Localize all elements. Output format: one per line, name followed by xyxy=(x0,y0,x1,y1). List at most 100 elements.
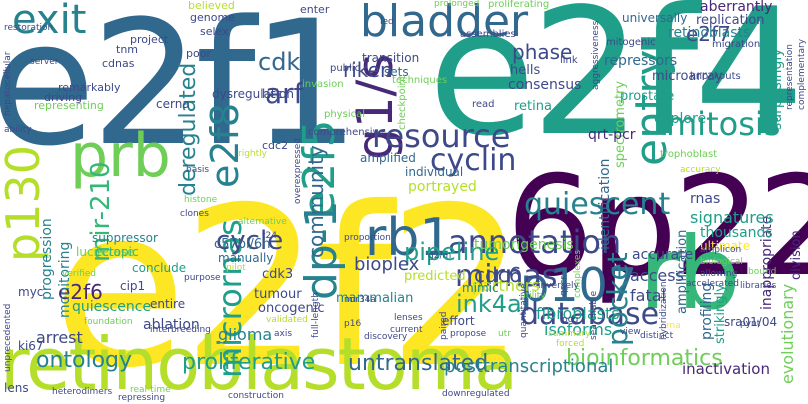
word-searchable: searchable xyxy=(590,291,599,340)
word-cerna: cerna xyxy=(156,98,190,110)
word-basis: basis xyxy=(186,166,209,175)
word-surprisingly: surprisingly xyxy=(770,48,784,130)
word-identification: identification xyxy=(598,158,612,250)
word-physical: physical xyxy=(324,110,365,120)
word-led: led xyxy=(380,18,394,27)
word-ontology: ontology xyxy=(36,350,132,372)
word-evolutionary: evolutionary xyxy=(780,284,796,384)
word-propose: propose xyxy=(450,330,486,339)
word-aggressiveness: aggressiveness xyxy=(592,21,601,90)
word-g2m: g2/m xyxy=(428,252,451,261)
word-t24: t24 xyxy=(262,232,277,241)
word-construction: construction xyxy=(228,392,284,401)
word-qrt-pcr: qrt-pcr xyxy=(588,128,636,142)
word-rightly: rightly xyxy=(238,150,267,159)
word-read: read xyxy=(472,100,495,110)
word-heterodimers: heterodimers xyxy=(52,388,112,397)
word-dysregulation: dysregulation xyxy=(212,88,294,100)
word-allowing: allowing xyxy=(700,270,737,279)
word-complementary: complementary xyxy=(798,39,807,110)
word-tumorigenesis: tumorigenesis xyxy=(474,238,574,252)
word-division: division xyxy=(790,230,803,280)
word-inactivation: inactivation xyxy=(682,362,770,377)
word-signatures: signatures xyxy=(690,210,774,226)
word-ability: ability xyxy=(4,126,32,135)
word-ectopic: ectopic xyxy=(95,246,139,258)
word-individual: individual xyxy=(405,166,463,178)
word-server: server xyxy=(30,58,59,67)
word-biological: biological xyxy=(700,258,743,267)
word-public: public xyxy=(330,64,360,74)
word-mir34a: mir34a xyxy=(344,296,376,305)
word-libraries: libraries xyxy=(740,282,776,291)
word-validated: validated xyxy=(266,316,308,325)
word-bound: bound xyxy=(748,268,776,277)
word-myc: myc xyxy=(18,286,43,298)
word-summary: summary xyxy=(548,330,590,339)
word-thousands: thousands xyxy=(700,226,773,240)
word-unprecedented: unprecedented xyxy=(4,304,13,372)
word-believed: believed xyxy=(188,0,235,11)
word-migration: migration xyxy=(712,40,760,50)
word-downregulated: downregulated xyxy=(442,390,510,399)
word-glioma: glioma xyxy=(218,327,272,343)
word-e2f8: e2f8 xyxy=(206,103,244,188)
word-interbreeding: interbreeding xyxy=(150,326,211,335)
word-posttranscriptional: posttranscriptional xyxy=(444,358,613,376)
word-retinoblasts: retinoblasts xyxy=(668,26,750,40)
word-rnas: rnas xyxy=(690,192,720,206)
word-proliferating: proliferating xyxy=(488,0,549,10)
word-portrayed: portrayed xyxy=(408,180,477,194)
word-amplified: amplified xyxy=(360,152,416,164)
word-genome: genome xyxy=(190,12,235,23)
word-techniques: techniques xyxy=(392,76,447,86)
word-universally: universally xyxy=(622,12,687,24)
word-hybridization: hybridization xyxy=(660,281,669,340)
word-retina: retina xyxy=(514,100,552,113)
word-ink4a: ink4a xyxy=(456,292,522,316)
word-ki67: ki67 xyxy=(18,340,44,352)
word-community: community xyxy=(306,145,326,258)
word-mimic: mimic xyxy=(462,282,499,294)
word-accuracy: accuracy xyxy=(680,166,721,175)
word-consensus: consensus xyxy=(508,78,581,92)
word-suppressor: suppressor xyxy=(92,232,158,244)
word-conclude: conclude xyxy=(132,262,186,274)
word-alternative: alternative xyxy=(238,218,287,227)
word-cdk2: cdk2 xyxy=(258,50,316,74)
word-view: view xyxy=(620,328,641,337)
word-deregulated: deregulated xyxy=(178,63,200,196)
word-repressors: repressors xyxy=(604,54,677,68)
word-assemblies: assemblies xyxy=(460,30,516,40)
word-prostate: prostate xyxy=(620,90,674,103)
word-utility: utility xyxy=(520,292,546,301)
word-invasion: invasion xyxy=(302,80,344,90)
word-trophoblast: trophoblast xyxy=(660,150,717,160)
word-discovery: discovery xyxy=(364,333,407,342)
word-purpose: purpose xyxy=(184,274,221,283)
word-monitoring: monitoring xyxy=(58,242,72,318)
word-entire: entire xyxy=(150,298,185,310)
word-predicted: predicted xyxy=(404,270,466,283)
word-selex: selex xyxy=(200,26,229,37)
word-pilot: pilot xyxy=(226,264,246,273)
word-replication: replication xyxy=(696,14,765,27)
word-p16: p16 xyxy=(344,320,361,329)
word-hepatocellular: hepatocellular xyxy=(4,52,13,116)
word-pcg: pcg xyxy=(562,316,578,325)
word-mitogenic: mitogenic xyxy=(606,38,656,48)
word-axis: axis xyxy=(274,330,292,339)
word-full-length: full-length xyxy=(312,292,321,338)
word-proportion: proportion xyxy=(344,234,391,243)
word-knockouts: knockouts xyxy=(690,72,741,82)
word-pynt: pynt xyxy=(740,320,760,329)
word-proliferative: proliferative xyxy=(182,352,315,374)
word-paired: paired xyxy=(440,312,449,340)
word-tumour: tumour xyxy=(254,288,302,301)
word-inversely: inversely xyxy=(538,282,579,291)
word-verified: verified xyxy=(62,270,96,279)
word-representing: representing xyxy=(34,100,104,111)
word-resource: resource xyxy=(372,120,510,152)
word-hells: hells xyxy=(510,64,540,77)
